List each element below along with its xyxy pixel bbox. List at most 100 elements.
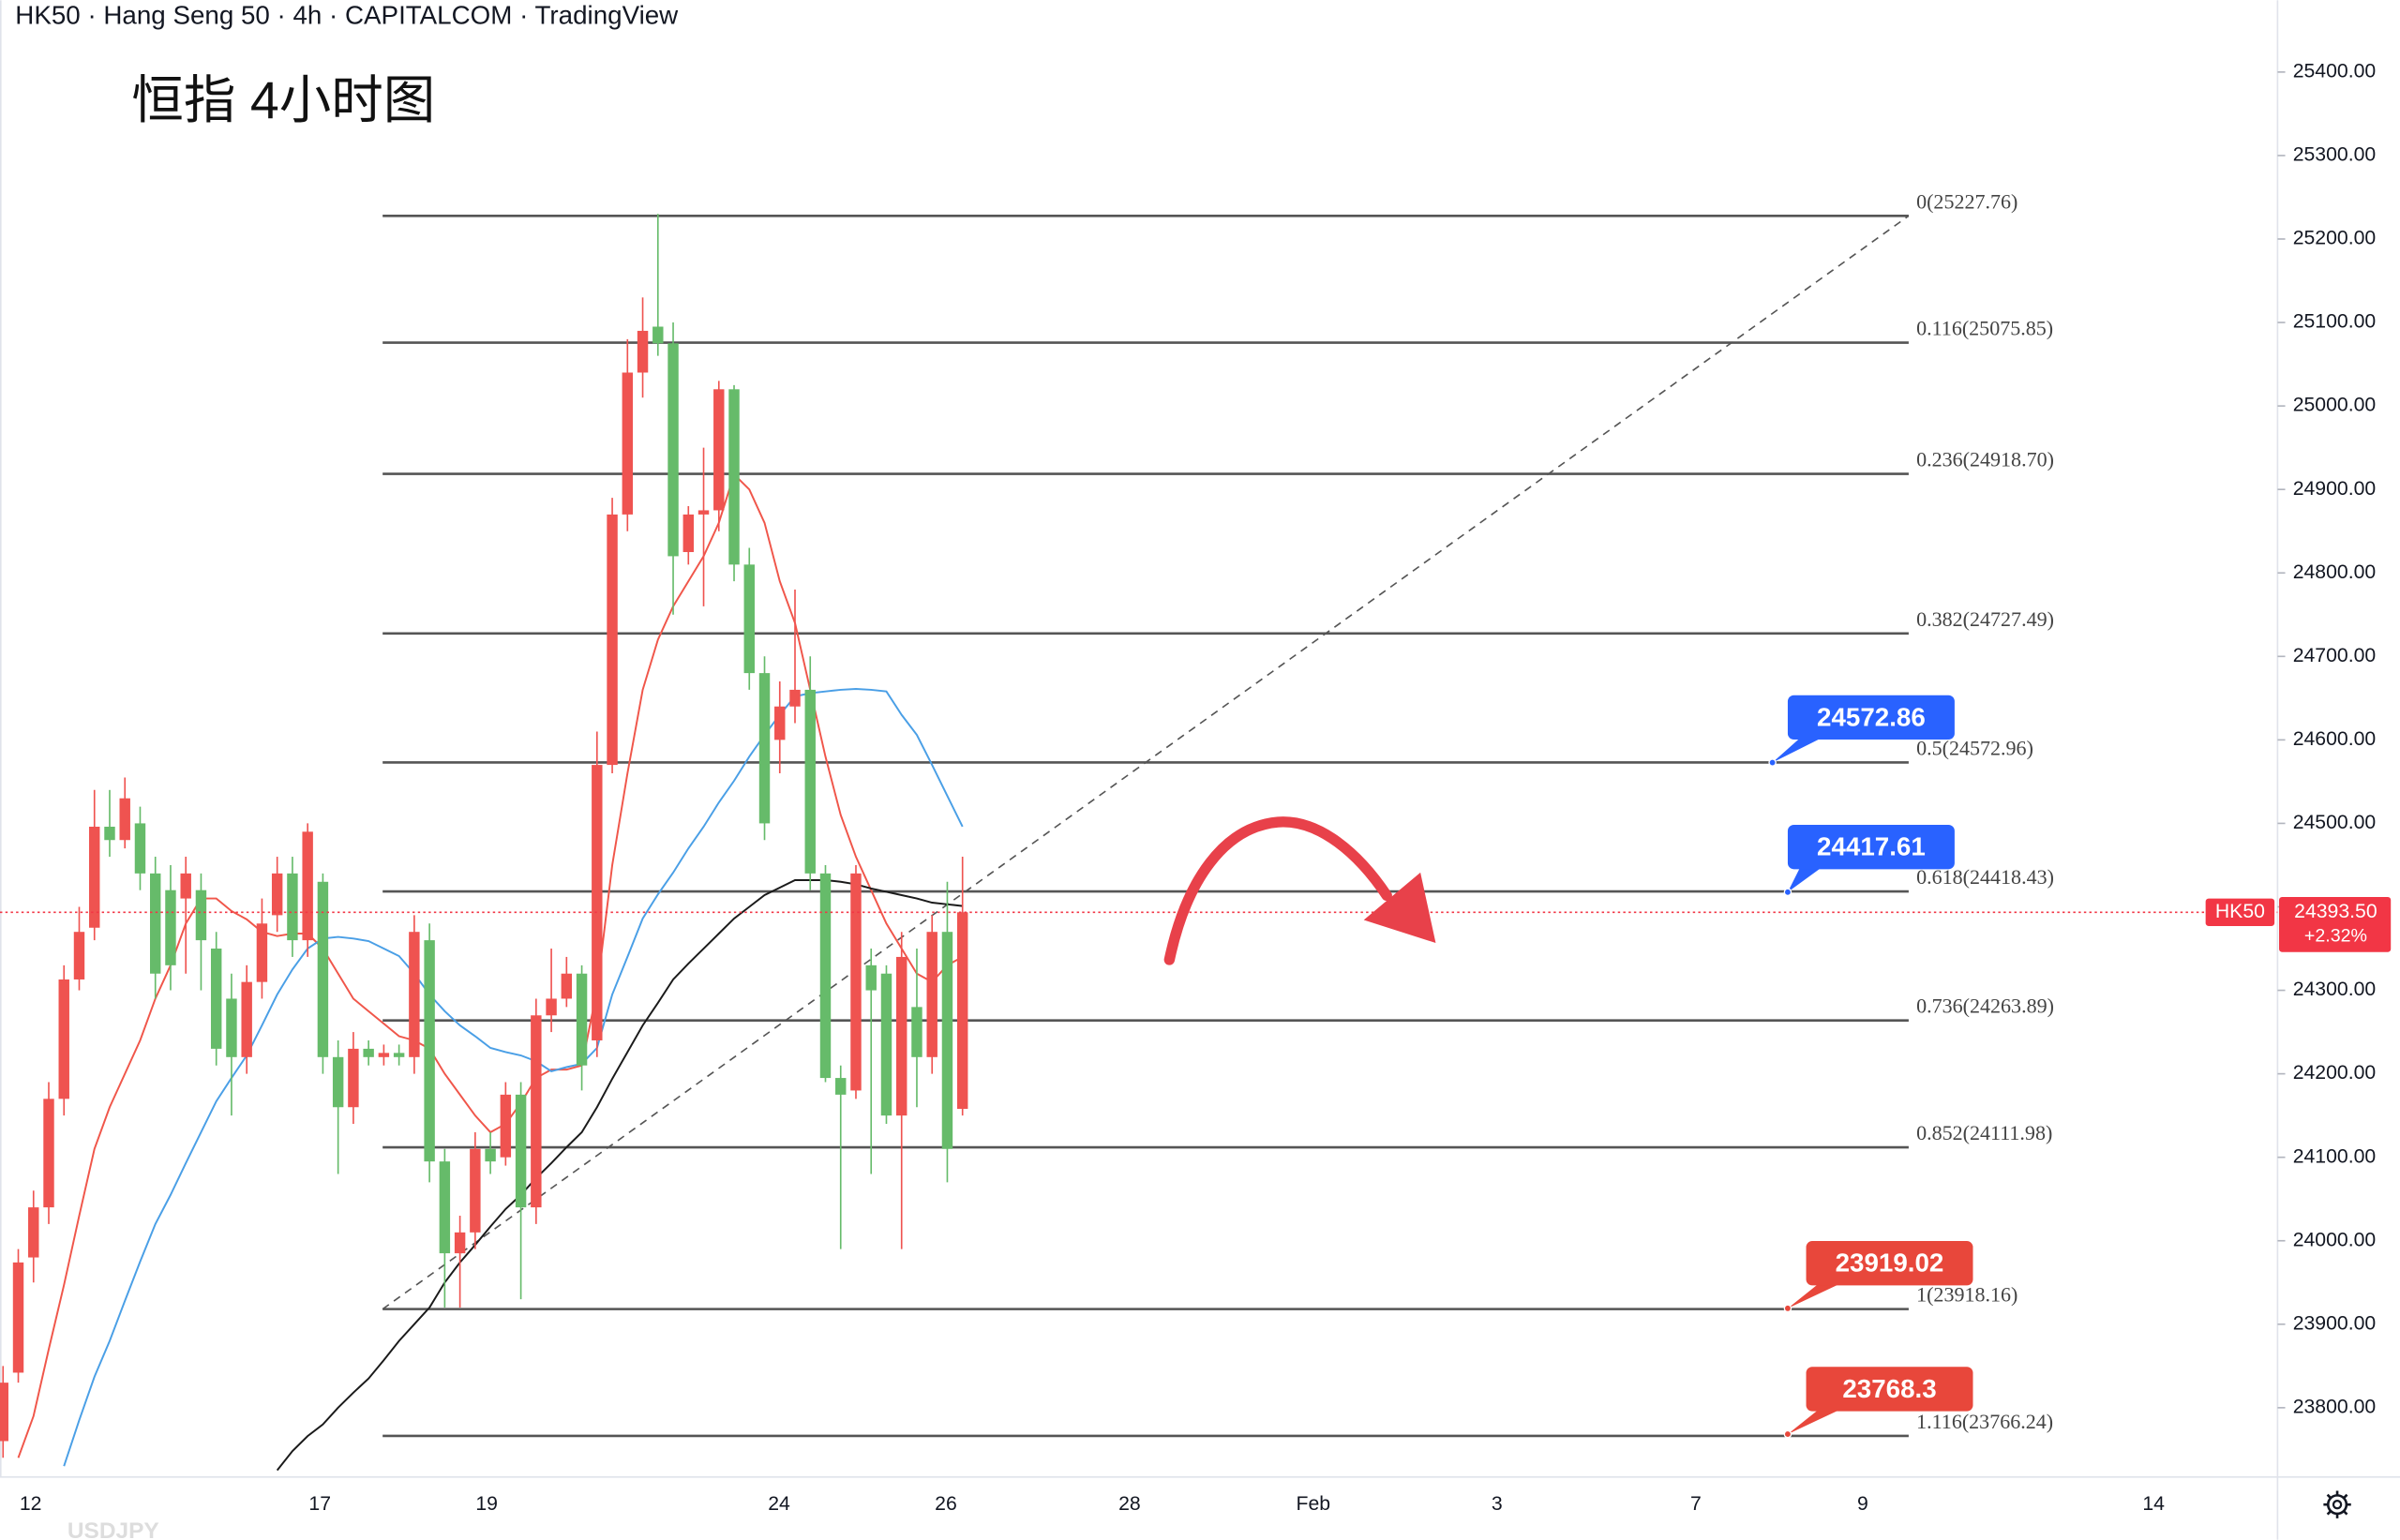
x-tick-label: 9 (1857, 1493, 1868, 1515)
candle-body (195, 890, 207, 941)
plot (0, 214, 2278, 1472)
candle-body (592, 765, 603, 1040)
candle-body (363, 1048, 374, 1057)
candle-body (682, 514, 694, 552)
fib-trend-line (382, 215, 1910, 1310)
candle-body (348, 1048, 359, 1108)
candle-body (58, 979, 69, 1099)
candle-body (743, 564, 755, 674)
header: HK50 · Hang Seng 50 · 4h · CAPITALCOM · … (15, 1, 679, 30)
y-tick-label: 24800.00 (2293, 561, 2377, 583)
candle-body (561, 973, 573, 999)
price-tag-box (1806, 1241, 1973, 1286)
candle-body (546, 998, 557, 1016)
candle-body (104, 826, 115, 841)
candle-body (531, 1015, 542, 1208)
candle-body (180, 873, 191, 899)
candle-body (500, 1094, 512, 1158)
fib-label: 0.236(24918.70) (1916, 448, 2054, 471)
candle-body (271, 873, 283, 916)
candle-body (454, 1232, 466, 1254)
candle-body (956, 912, 968, 1110)
arrow (1163, 816, 1392, 965)
candle-body (393, 1053, 405, 1057)
candle-body (378, 1053, 390, 1057)
x-tick-label: 28 (1118, 1493, 1141, 1515)
y-tick-label: 25000.00 (2293, 395, 2377, 416)
candle-body (576, 973, 588, 1066)
y-tick-label: 24700.00 (2293, 645, 2377, 666)
x-tick-label: 7 (1690, 1493, 1702, 1515)
candle-body (424, 940, 435, 1162)
candle-body (896, 956, 908, 1116)
candle-body (835, 1078, 847, 1095)
price-tag-anchor (1783, 1429, 1792, 1439)
candle-body (728, 389, 740, 565)
candle-body (637, 330, 649, 373)
y-tick-label: 23900.00 (2293, 1312, 2377, 1334)
candle-body (622, 372, 634, 515)
candle-body (819, 873, 832, 1079)
candle-body (850, 873, 862, 1091)
price-tag-box (1787, 695, 1955, 740)
x-tick-label: 24 (768, 1493, 790, 1515)
candle-body (409, 932, 420, 1057)
candle-body (880, 973, 892, 1116)
y-tick-label: 25400.00 (2293, 60, 2377, 82)
price-tag-anchor (1783, 888, 1792, 897)
fib-label: 0.382(24727.49) (1916, 607, 2054, 631)
price-tag-label: 24572.86 (1817, 702, 1926, 731)
change-text: +2.32% (2304, 926, 2367, 947)
price-tag-label: 23768.3 (1842, 1374, 1936, 1403)
x-tick-label: 17 (308, 1493, 331, 1515)
candle-body (926, 932, 938, 1057)
price-tag-pointer (1787, 1409, 1840, 1435)
x-tick-label: 14 (2142, 1493, 2165, 1515)
price-tag-label: 23919.02 (1836, 1248, 1944, 1278)
candle-body (302, 831, 313, 941)
candle-body (134, 823, 146, 874)
candle-body (210, 949, 222, 1049)
fib-label: 0.116(25075.85) (1916, 317, 2053, 340)
candle-body (865, 964, 877, 991)
moving-average (276, 879, 963, 1472)
price-tag-pointer (1772, 738, 1822, 763)
price-tag-pointer (1787, 867, 1822, 892)
y-tick-label: 24600.00 (2293, 728, 2377, 750)
arrow-head (1363, 872, 1436, 943)
candle-body (28, 1207, 39, 1258)
candle-body (317, 881, 329, 1057)
x-tick-label: 26 (935, 1493, 957, 1515)
candle-body (287, 873, 298, 941)
fib-label: 0(25227.76) (1916, 189, 2018, 213)
price-tag-anchor (1783, 1304, 1792, 1313)
price-tag-box (1806, 1367, 1973, 1412)
y-tick-label: 25300.00 (2293, 144, 2377, 166)
candle-body (43, 1099, 54, 1208)
price-tag-box (1787, 824, 1955, 870)
settings-icon[interactable] (2323, 1490, 2351, 1518)
candle-body (470, 1148, 481, 1233)
y-tick-label: 24900.00 (2293, 478, 2377, 500)
symbol-tag-text: HK50 (2215, 901, 2265, 922)
y-tick-label: 24300.00 (2293, 979, 2377, 1000)
annotation: 恒指 4小时图 (131, 71, 435, 129)
y-tick-label: 24000.00 (2293, 1229, 2377, 1250)
candle-body (698, 510, 710, 515)
candle-body (941, 932, 953, 1149)
candle-body (911, 1007, 922, 1057)
fib-label: 1.116(23766.24) (1916, 1410, 2053, 1433)
candle-body (226, 998, 237, 1057)
price-tag-pointer (1787, 1283, 1840, 1308)
candle-body (165, 890, 176, 965)
price-tag-anchor (1768, 758, 1777, 767)
candle-body (439, 1161, 451, 1254)
candle-body (0, 1383, 8, 1442)
x-tick-label: 19 (475, 1493, 498, 1515)
y-tick-label: 25100.00 (2293, 311, 2377, 333)
candle-body (485, 1148, 496, 1162)
x-tick-label: 12 (20, 1493, 42, 1515)
candle-body (119, 798, 130, 841)
candle-body (758, 673, 771, 824)
